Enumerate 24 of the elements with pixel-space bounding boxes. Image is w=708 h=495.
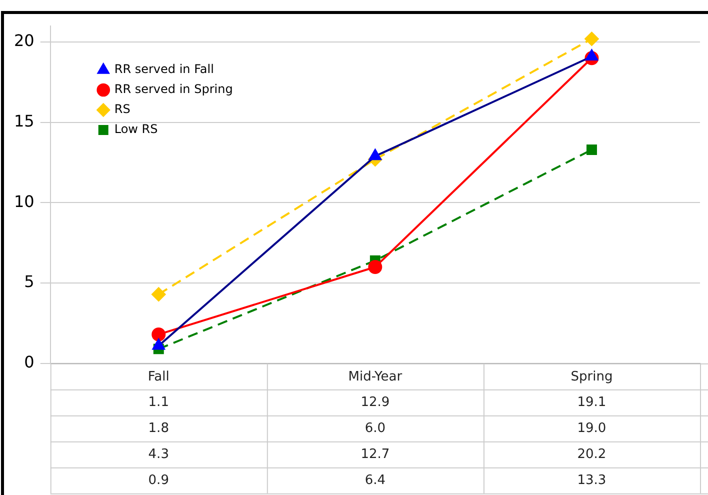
legend-label: RR served in Fall — [114, 62, 214, 76]
x-tick-label: Fall — [148, 370, 170, 385]
data-label: 19.1 — [577, 394, 606, 410]
data-label: 6.4 — [364, 472, 386, 488]
y-tick-label: 20 — [14, 31, 34, 50]
data-label: 19.0 — [577, 420, 606, 436]
data-label: 20.2 — [577, 446, 606, 462]
legend-label: RR served in Spring — [114, 82, 233, 96]
data-label: 1.8 — [148, 420, 169, 436]
y-tick-label: 0 — [24, 352, 34, 372]
data-label: 4.3 — [148, 446, 169, 462]
data-label: 6.0 — [364, 420, 386, 436]
x-tick-label: Spring — [570, 370, 613, 385]
data-label: 0.9 — [148, 472, 169, 488]
data-label: 13.3 — [577, 472, 606, 488]
y-tick-label: 10 — [14, 192, 34, 211]
data-label: 12.9 — [360, 394, 390, 410]
legend-label: RS — [114, 102, 130, 116]
y-tick-label: 5 — [24, 272, 34, 292]
legend-label: Low RS — [114, 122, 158, 136]
y-tick-label: 15 — [14, 112, 34, 131]
x-tick-label: Mid-Year — [348, 370, 403, 385]
data-label: 12.7 — [360, 446, 390, 462]
data-label: 1.1 — [148, 394, 169, 410]
